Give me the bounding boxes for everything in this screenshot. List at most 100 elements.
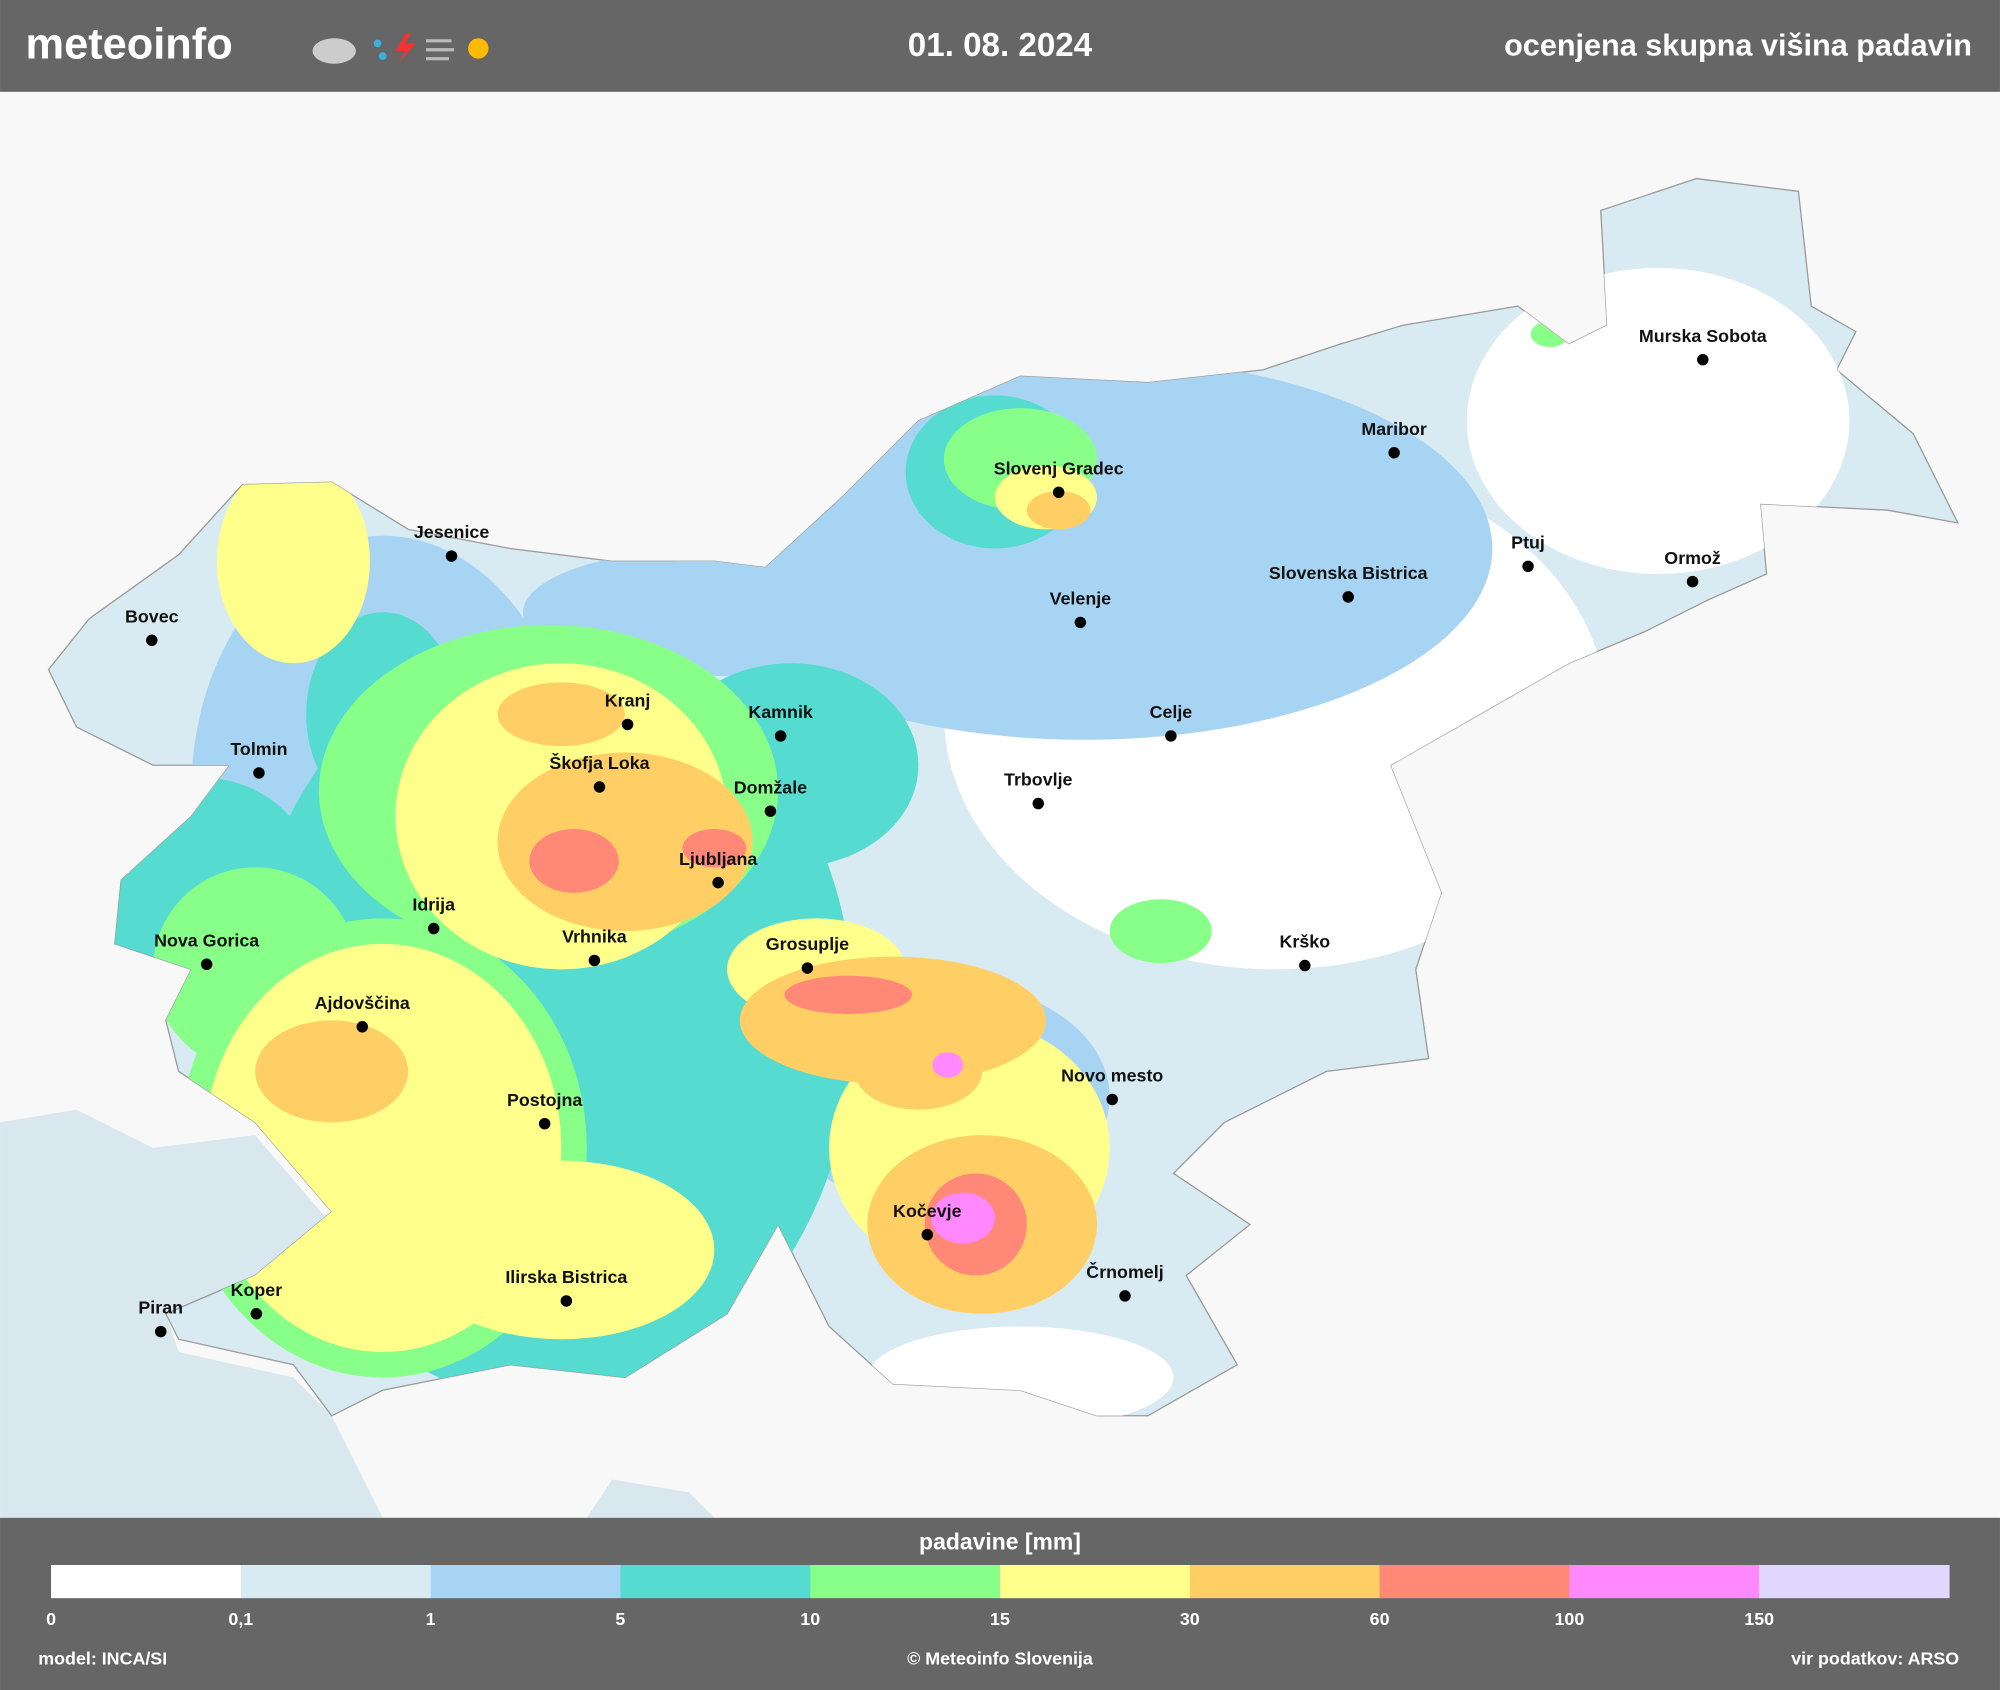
legend-swatch [51,1565,242,1599]
city-dot [764,805,777,817]
city-label: Tolmin [230,739,287,759]
city-dot [253,767,265,779]
precipitation-area [408,1160,715,1340]
city-label: Slovenska Bistrica [1269,563,1429,583]
legend-tick-label: 0,1 [228,1609,253,1629]
city-dot [1119,1290,1131,1302]
footer-source: vir podatkov: ARSO [1791,1648,1959,1668]
city-dot [1052,486,1065,499]
footer-bar [0,1517,2000,1690]
legend-swatch [810,1565,1001,1599]
city-label: Trbovlje [1004,770,1072,790]
legend-tick-label: 100 [1554,1609,1584,1629]
city-label: Bovec [125,606,179,626]
precipitation-area [1026,491,1091,530]
city-label: Domžale [734,777,807,797]
brand: meteoinfo [26,21,233,69]
city-label: Ormož [1664,548,1721,568]
legend-tick-label: 60 [1370,1609,1390,1629]
city-dot [588,954,601,967]
city-label: Škofja Loka [549,752,650,773]
city-label: Črnomelj [1086,1261,1163,1282]
city-label: Postojna [507,1090,583,1110]
city-label: Novo mesto [1061,1066,1163,1086]
city-label: Koper [231,1280,283,1300]
legend-swatch [430,1565,622,1599]
legend-swatch [1000,1565,1191,1599]
precipitation-area [255,1020,409,1123]
city-label: Grosuplje [766,934,849,954]
precipitation-area [216,459,370,664]
city-label: Maribor [1361,419,1426,439]
city-dot [1697,353,1709,366]
legend-swatch [1759,1565,1950,1599]
precipitation-area [497,682,626,747]
legend: 0 0,1 1 5 10 15 30 60 100 150 [46,1565,1950,1629]
city-label: Ilirska Bistrica [505,1267,628,1287]
city-dot [1522,560,1534,573]
city-label: Ajdovščina [315,993,411,1013]
legend-swatch [1569,1565,1760,1599]
city-dot [427,922,440,935]
city-dot [1074,616,1087,629]
legend-swatch [240,1565,432,1599]
city-label: Jesenice [414,522,489,542]
city-label: Nova Gorica [154,930,260,950]
sea [586,1479,715,1518]
weather-icons [312,33,489,64]
city-dot [146,634,158,647]
precipitation-area [1288,548,1442,676]
city-dot [774,730,787,742]
precipitation-area [931,1192,995,1244]
city-dot [250,1307,263,1320]
legend-title: padavine [mm] [919,1528,1081,1554]
city-dot [155,1325,167,1338]
city-dot [1032,797,1045,810]
legend-swatch [1379,1565,1571,1599]
footer-model: model: INCA/SI [38,1648,167,1668]
city-label: Celje [1150,702,1193,722]
city-dot [200,958,213,970]
city-dot [1299,959,1311,972]
legend-tick-label: 150 [1744,1609,1774,1629]
city-label: Ptuj [1511,532,1545,552]
city-dot [560,1295,573,1307]
city-dot [712,876,724,889]
city-label: Slovenj Gradec [994,458,1124,478]
footer-copyright: © Meteoinfo Slovenija [907,1648,1094,1668]
city-dot [1686,575,1699,588]
precipitation-area [932,1052,964,1078]
legend-tick-label: 10 [800,1609,820,1629]
legend-tick-label: 0 [46,1609,56,1629]
city-label: Kamnik [748,702,813,722]
legend-swatch [1189,1565,1381,1599]
city-dot [538,1117,551,1130]
precipitation-area [682,829,747,868]
precipitation-area [784,975,912,1014]
city-dot [445,550,458,562]
city-dot [1106,1093,1118,1106]
city-dot [356,1021,369,1033]
city-label: Piran [138,1298,183,1318]
legend-swatch [620,1565,811,1599]
date: 01. 08. 2024 [908,27,1093,64]
city-label: Velenje [1050,589,1112,609]
legend-tick-label: 1 [426,1609,436,1629]
cities: Murska Sobota Maribor Slovenj Gradec Ptuj Or… [125,326,1768,1338]
header-title: ocenjena skupna višina padavin [1504,28,1972,62]
legend-tick-label: 30 [1180,1609,1200,1629]
city-label: Krško [1280,932,1331,952]
city-label: Kranj [605,691,651,711]
precipitation-area [854,1033,983,1110]
precipitation-area [1109,899,1212,963]
city-label: Vrhnika [562,927,628,947]
city-label: Kočevje [893,1201,962,1221]
sea [0,1109,383,1518]
city-dot [1165,730,1177,742]
city-dot [1388,447,1400,459]
precipitation-area [1466,267,1850,574]
city-dot [621,718,634,731]
city-label: Murska Sobota [1639,326,1768,346]
city-dot [593,781,606,793]
